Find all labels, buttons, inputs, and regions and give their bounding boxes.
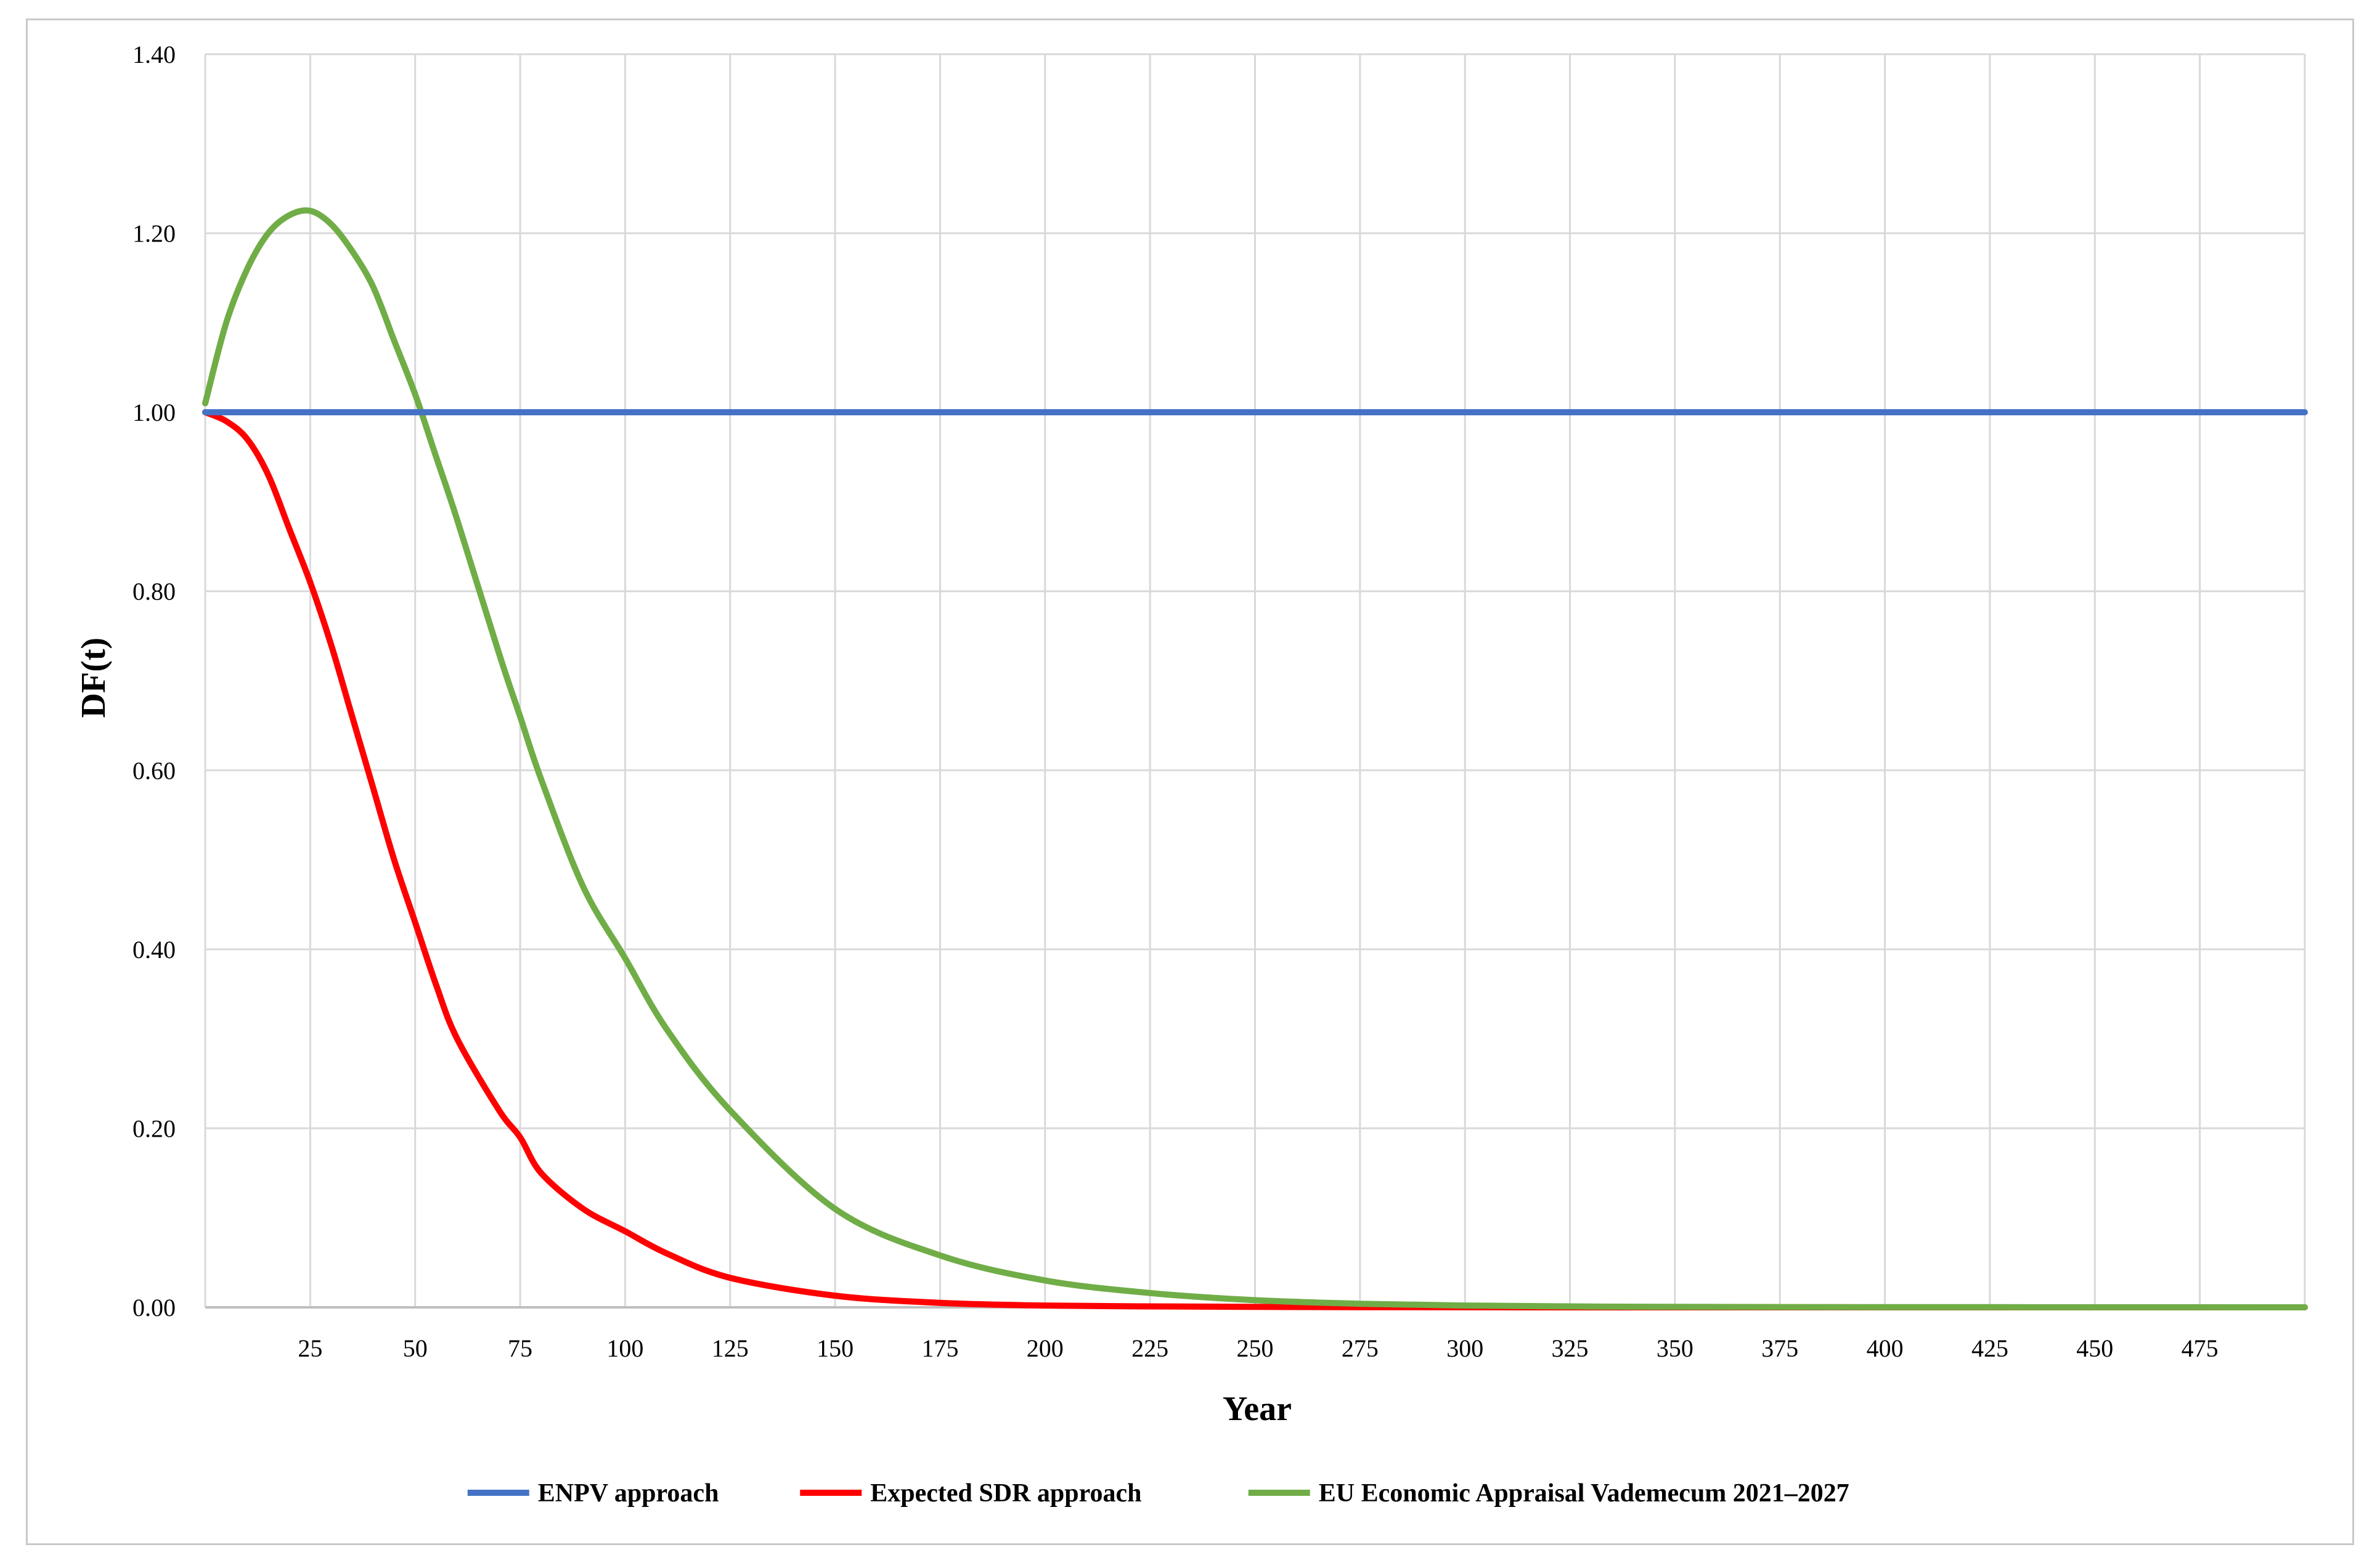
series-layer [202,207,2308,1311]
y-tick-label: 0.20 [132,1114,176,1142]
x-tick-label: 450 [2076,1334,2113,1362]
x-tick-label: 100 [606,1334,643,1362]
x-tick-label: 125 [712,1334,749,1362]
legend-label: Expected SDR approach [870,1479,1141,1508]
legend-label: ENPV approach [538,1479,719,1508]
tick-layer: 0.00 0.20 0.40 0.60 0.80 1.00 1.20 1.40 25 50 75 10… [132,41,2219,1362]
x-tick-label: 375 [1761,1334,1798,1362]
x-tick-label: 475 [2182,1334,2219,1362]
y-axis-title: DF(t) [75,638,113,718]
grid-layer [204,53,2306,1307]
x-tick-label: 325 [1552,1334,1589,1362]
y-tick-label: 1.20 [132,220,176,248]
legend-label: EU Economic Appraisal Vademecum 2021–202… [1319,1479,1849,1508]
x-tick-label: 75 [508,1334,532,1362]
series-line-3 [202,207,2308,1310]
x-tick-label: 400 [1867,1334,1904,1362]
y-tick-label: 1.00 [132,399,176,426]
y-tick-label: 0.00 [132,1294,176,1321]
x-tick-label: 25 [298,1334,322,1362]
legend: ENPV approach Expected SDR approach EU Eco… [467,1479,1849,1508]
y-tick-label: 0.40 [132,936,176,964]
y-tick-label: 0.80 [132,578,176,606]
x-tick-label: 150 [817,1334,854,1362]
x-tick-label: 50 [403,1334,428,1362]
x-tick-label: 300 [1446,1334,1483,1362]
y-tick-label: 1.40 [132,41,176,68]
x-tick-label: 250 [1237,1334,1274,1362]
y-tick-label: 0.60 [132,757,176,784]
x-tick-label: 200 [1027,1334,1064,1362]
x-axis-title: Year [1223,1390,1292,1428]
x-tick-label: 175 [921,1334,958,1362]
x-tick-label: 275 [1342,1334,1379,1362]
x-tick-label: 425 [1971,1334,2008,1362]
x-tick-label: 225 [1131,1334,1168,1362]
x-tick-label: 350 [1657,1334,1693,1362]
chart-frame [26,18,2354,1545]
